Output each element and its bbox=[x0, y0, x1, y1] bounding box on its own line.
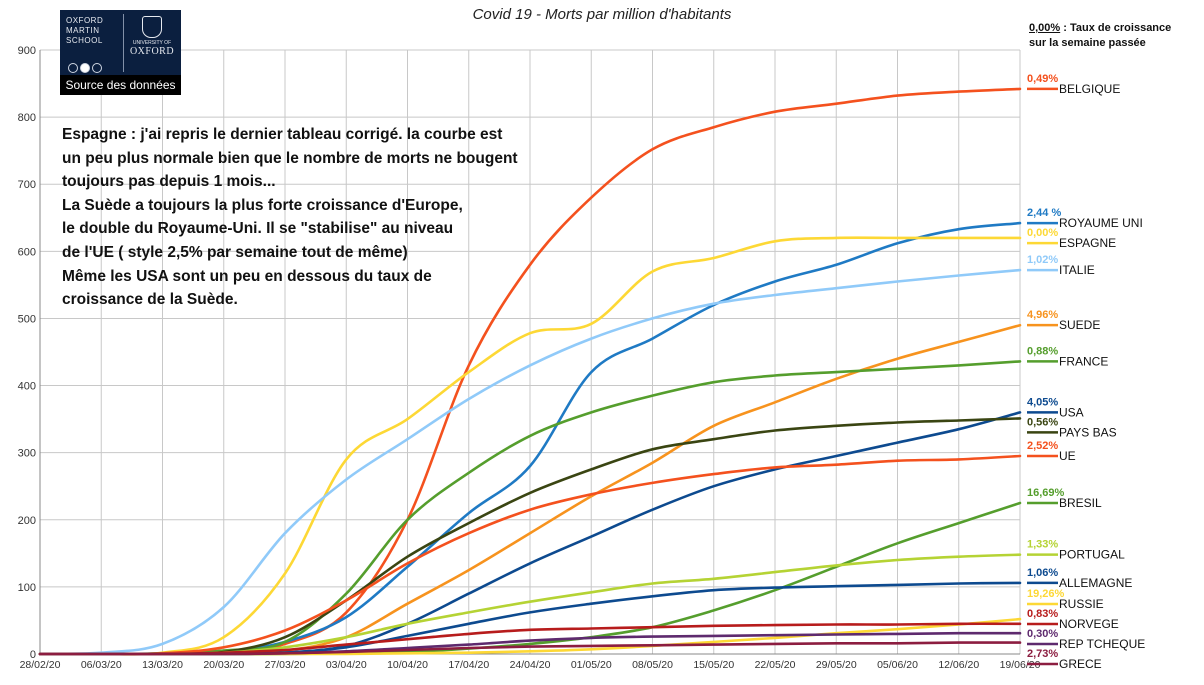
x-tick-label: 10/04/20 bbox=[387, 659, 428, 671]
y-tick-label: 800 bbox=[18, 112, 36, 124]
series-name-label: PORTUGAL bbox=[1059, 548, 1125, 562]
y-tick-label: 700 bbox=[18, 179, 36, 191]
series-layer bbox=[38, 87, 1022, 656]
x-tick-label: 24/04/20 bbox=[510, 659, 551, 671]
y-tick-label: 0 bbox=[30, 649, 36, 661]
annotation-line: un peu plus normale bien que le nombre d… bbox=[62, 149, 518, 167]
x-tick-label: 13/03/20 bbox=[142, 659, 183, 671]
growth-rate-label: 1,02% bbox=[1027, 254, 1058, 266]
annotation-line: Même les USA sont un peu en dessous du t… bbox=[62, 267, 432, 285]
series-line bbox=[38, 360, 1022, 656]
logo-divider bbox=[123, 14, 124, 72]
annotation-line: le double du Royaume-Uni. Il se "stabili… bbox=[62, 220, 454, 238]
x-tick-label: 28/02/20 bbox=[20, 659, 61, 671]
growth-rate-label: 2,73% bbox=[1027, 648, 1058, 660]
logo-dots-icon bbox=[68, 60, 104, 78]
annotation-line: La Suède a toujours la plus forte croiss… bbox=[62, 196, 463, 214]
growth-rate-label: 2,52% bbox=[1027, 440, 1058, 452]
series-name-label: PAYS BAS bbox=[1059, 425, 1117, 439]
y-tick-label: 200 bbox=[18, 515, 36, 527]
growth-rate-label: 0,49% bbox=[1027, 73, 1058, 85]
series-name-label: BELGIQUE bbox=[1059, 82, 1120, 96]
series-name-label: REP TCHEQUE bbox=[1059, 637, 1145, 651]
growth-rate-label: 4,05% bbox=[1027, 396, 1058, 408]
legend-layer: 0,49%BELGIQUE 2,44 %ROYAUME UNI0,00%ESPAG… bbox=[1027, 73, 1145, 671]
x-tick-label: 05/06/20 bbox=[877, 659, 918, 671]
growth-rate-label: 0,00% bbox=[1027, 227, 1058, 239]
growth-rate-label: 19,26% bbox=[1027, 588, 1065, 600]
x-tick-label: 12/06/20 bbox=[938, 659, 979, 671]
series-name-label: GRECE bbox=[1059, 657, 1102, 671]
annotation-line: Espagne : j'ai repris le dernier tableau… bbox=[62, 126, 503, 143]
y-tick-label: 900 bbox=[18, 45, 36, 57]
x-tick-label: 29/05/20 bbox=[816, 659, 857, 671]
x-tick-label: 06/03/20 bbox=[81, 659, 122, 671]
growth-rate-label: 0,56% bbox=[1027, 416, 1058, 428]
y-tick-label: 300 bbox=[18, 448, 36, 460]
series-name-label: BRESIL bbox=[1059, 496, 1102, 510]
grid-layer bbox=[39, 49, 1021, 655]
x-tick-label: 19/06/20 bbox=[1000, 659, 1041, 671]
series-line bbox=[38, 268, 1022, 656]
annotation-line: toujours pas depuis 1 mois... bbox=[62, 173, 276, 191]
growth-rate-label: 1,06% bbox=[1027, 567, 1058, 579]
y-tick-label: 100 bbox=[18, 582, 36, 594]
x-tick-label: 03/04/20 bbox=[326, 659, 367, 671]
growth-note-line2: sur la semaine passée bbox=[1029, 37, 1146, 49]
annotation-text: Espagne : j'ai repris le dernier tableau… bbox=[62, 123, 562, 312]
oxford-crest-icon bbox=[142, 16, 162, 38]
growth-rate-label: 0,88% bbox=[1027, 345, 1058, 357]
series-name-label: NORVEGE bbox=[1059, 617, 1119, 631]
growth-note-pct: 0,00% bbox=[1029, 22, 1061, 34]
growth-rate-label: 1,33% bbox=[1027, 539, 1058, 551]
x-tick-label: 15/05/20 bbox=[693, 659, 734, 671]
series-name-label: ALLEMAGNE bbox=[1059, 576, 1132, 590]
y-tick-label: 500 bbox=[18, 313, 36, 325]
growth-note-line1: : Taux de croissance bbox=[1060, 22, 1172, 34]
growth-rate-label: 0,83% bbox=[1027, 608, 1058, 620]
series-name-label: UE bbox=[1059, 449, 1076, 463]
series-line bbox=[38, 454, 1022, 656]
logo-right-text: UNIVERSITY OF OXFORD bbox=[127, 16, 177, 57]
y-tick-label: 600 bbox=[18, 246, 36, 258]
source-caption: Source des données bbox=[60, 75, 181, 95]
x-tick-label: 08/05/20 bbox=[632, 659, 673, 671]
logo-university: UNIVERSITY OF bbox=[132, 40, 172, 46]
series-name-label: RUSSIE bbox=[1059, 597, 1104, 611]
series-name-label: SUEDE bbox=[1059, 318, 1100, 332]
x-tick-label: 20/03/20 bbox=[203, 659, 244, 671]
series-name-label: ITALIE bbox=[1059, 263, 1095, 277]
series-name-label: FRANCE bbox=[1059, 354, 1108, 368]
x-tick-label: 17/04/20 bbox=[448, 659, 489, 671]
annotation-line: croissance de la Suède. bbox=[62, 291, 238, 309]
growth-rate-label: 4,96% bbox=[1027, 309, 1058, 321]
logo-line-3: SCHOOL bbox=[66, 36, 103, 45]
x-tick-label: 22/05/20 bbox=[755, 659, 796, 671]
series-line bbox=[38, 641, 1022, 656]
logo-left-text: OXFORD MARTIN SCHOOL bbox=[66, 16, 122, 46]
logo-line-1: OXFORD bbox=[66, 16, 104, 25]
series-name-label: ESPAGNE bbox=[1059, 236, 1116, 250]
growth-rate-label: 0,30% bbox=[1027, 628, 1058, 640]
axis-layer: 0 100 200 300 400 500 600 700 800 900 28/02/20 06/0… bbox=[18, 45, 1041, 671]
growth-rate-label: 2,44 % bbox=[1027, 207, 1061, 219]
logo-line-2: MARTIN bbox=[66, 26, 100, 35]
series-line bbox=[38, 236, 1022, 656]
growth-rate-note: 0,00% : Taux de croissance sur la semain… bbox=[1029, 21, 1171, 51]
annotation-line: de l'UE ( style 2,5% par semaine tout de… bbox=[62, 243, 408, 261]
series-name-label: ROYAUME UNI bbox=[1059, 216, 1143, 230]
y-tick-label: 400 bbox=[18, 381, 36, 393]
logo-oxford: OXFORD bbox=[129, 46, 175, 57]
chart-title: Covid 19 - Morts par million d'habitants bbox=[472, 6, 732, 23]
series-name-label: USA bbox=[1059, 405, 1084, 419]
x-tick-label: 01/05/20 bbox=[571, 659, 612, 671]
x-tick-label: 27/03/20 bbox=[265, 659, 306, 671]
growth-rate-label: 16,69% bbox=[1027, 487, 1065, 499]
oxford-martin-logo[interactable]: OXFORD MARTIN SCHOOL UNIVERSITY OF OXFOR… bbox=[60, 10, 181, 95]
